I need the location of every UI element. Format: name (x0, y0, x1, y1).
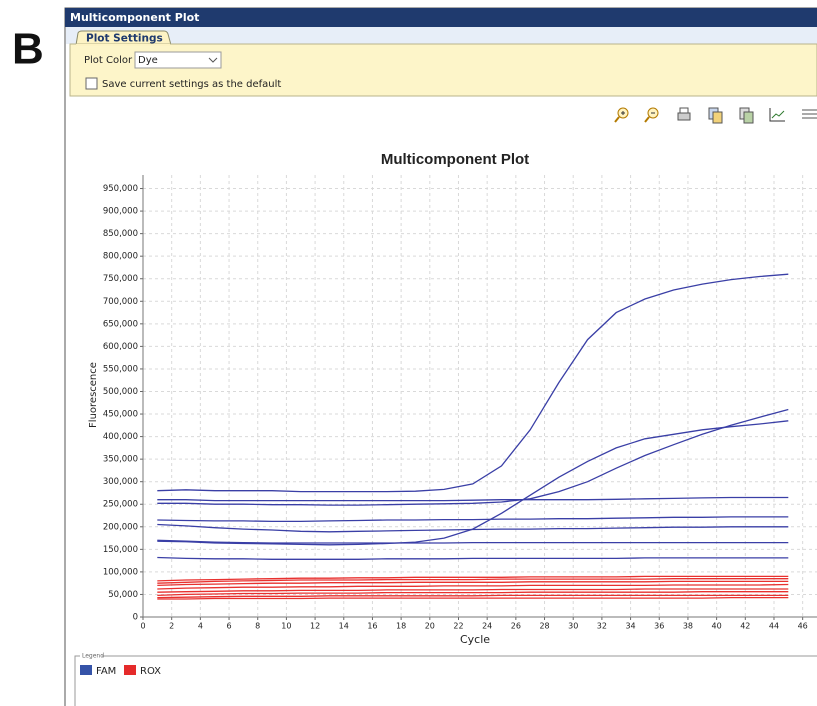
y-tick-label: 400,000 (103, 432, 138, 442)
plot: 0 2 4 6 8 10 12 14 16 18 20 22 24 26 28 30 32 34 36 38 40 42 4… (103, 175, 817, 631)
x-tick-label: 22 (453, 622, 463, 631)
x-tick-label: 28 (539, 622, 549, 631)
y-tick-label: 950,000 (103, 184, 138, 194)
data-line (157, 516, 789, 523)
data-line (157, 408, 789, 506)
data-line (157, 539, 789, 544)
data-line (157, 594, 789, 599)
y-tick-label: 600,000 (103, 342, 138, 352)
chart-button[interactable] (769, 108, 785, 122)
x-tick-label: 44 (769, 622, 779, 631)
legend-label: ROX (140, 666, 161, 677)
x-tick-label: 6 (226, 622, 231, 631)
plot-color-select[interactable] (134, 51, 222, 69)
y-tick-label: 150,000 (103, 545, 138, 555)
legend-swatch (80, 665, 92, 675)
y-tick-label: 650,000 (103, 319, 138, 329)
x-tick-label: 12 (310, 622, 320, 631)
legend-label: FAM (96, 666, 116, 677)
title-bar (65, 8, 817, 27)
x-tick-label: 30 (568, 622, 578, 631)
x-tick-label: 20 (425, 622, 435, 631)
data-line (157, 496, 789, 502)
y-tick-label: 500,000 (103, 387, 138, 397)
y-tick-label: 250,000 (103, 500, 138, 510)
legend: FAM ROX (80, 665, 161, 677)
data-line (157, 578, 789, 584)
plot-color-value: Dye (138, 55, 158, 66)
list-button[interactable] (802, 109, 817, 119)
y-tick-label: 0 (133, 613, 138, 623)
y-tick-label: 300,000 (103, 477, 138, 487)
data-line (157, 583, 789, 590)
x-tick-label: 32 (597, 622, 607, 631)
x-tick-label: 14 (339, 622, 349, 631)
data-line (157, 523, 789, 533)
export-button[interactable] (739, 107, 754, 124)
settings-tab[interactable] (75, 30, 172, 46)
panel-label: B (12, 25, 44, 74)
chart-title: Multicomponent Plot (381, 151, 529, 168)
x-tick-label: 8 (255, 622, 260, 631)
x-tick-label: 36 (654, 622, 664, 631)
y-tick-label: 550,000 (103, 364, 138, 374)
data-line (157, 591, 789, 597)
y-tick-label: 700,000 (103, 297, 138, 307)
tab-label: Plot Settings (86, 33, 163, 45)
plot-color-label: Plot Color (84, 55, 133, 66)
data-line (157, 580, 789, 587)
zoom-out-button[interactable] (644, 107, 659, 123)
x-tick-label: 38 (683, 622, 693, 631)
save-default-label: Save current settings as the default (102, 79, 281, 90)
copy-button[interactable] (708, 107, 723, 124)
x-tick-label: 34 (625, 622, 635, 631)
tab-joint (76, 44, 170, 46)
x-tick-label: 40 (712, 622, 722, 631)
x-tick-label: 18 (396, 622, 406, 631)
legend-box (74, 655, 817, 706)
x-tick-label: 0 (140, 622, 145, 631)
data-line (157, 575, 789, 582)
legend-swatch (124, 665, 136, 675)
y-tick-label: 800,000 (103, 252, 138, 262)
data-line (157, 588, 789, 593)
x-tick-label: 26 (511, 622, 521, 631)
x-tick-label: 4 (198, 622, 203, 631)
data-line (157, 273, 789, 493)
x-tick-label: 24 (482, 622, 492, 631)
y-tick-label: 200,000 (103, 522, 138, 532)
data-line (157, 596, 789, 600)
select-chevron (208, 57, 218, 63)
legend-title-bg (80, 652, 102, 660)
y-tick-label: 850,000 (103, 229, 138, 239)
toolbar (614, 107, 817, 124)
tab-strip (66, 27, 817, 44)
x-tick-label: 2 (169, 622, 174, 631)
y-tick-label: 50,000 (108, 590, 138, 600)
y-tick-label: 350,000 (103, 455, 138, 465)
x-tick-label: 10 (281, 622, 291, 631)
y-tick-label: 900,000 (103, 207, 138, 217)
save-default-checkbox[interactable] (85, 77, 98, 90)
y-tick-label: 450,000 (103, 410, 138, 420)
legend-title: Legend (82, 653, 104, 660)
zoom-in-button[interactable] (614, 107, 629, 123)
x-tick-label: 46 (798, 622, 808, 631)
x-axis-label: Cycle (460, 633, 490, 646)
y-axis-label: Fluorescence (88, 362, 99, 428)
window-title: Multicomponent Plot (70, 11, 199, 24)
data-line (157, 556, 789, 560)
window-frame (64, 7, 817, 706)
print-button[interactable] (677, 107, 691, 121)
x-tick-label: 42 (740, 622, 750, 631)
y-tick-label: 100,000 (103, 567, 138, 577)
y-tick-label: 750,000 (103, 274, 138, 284)
x-tick-label: 16 (367, 622, 377, 631)
